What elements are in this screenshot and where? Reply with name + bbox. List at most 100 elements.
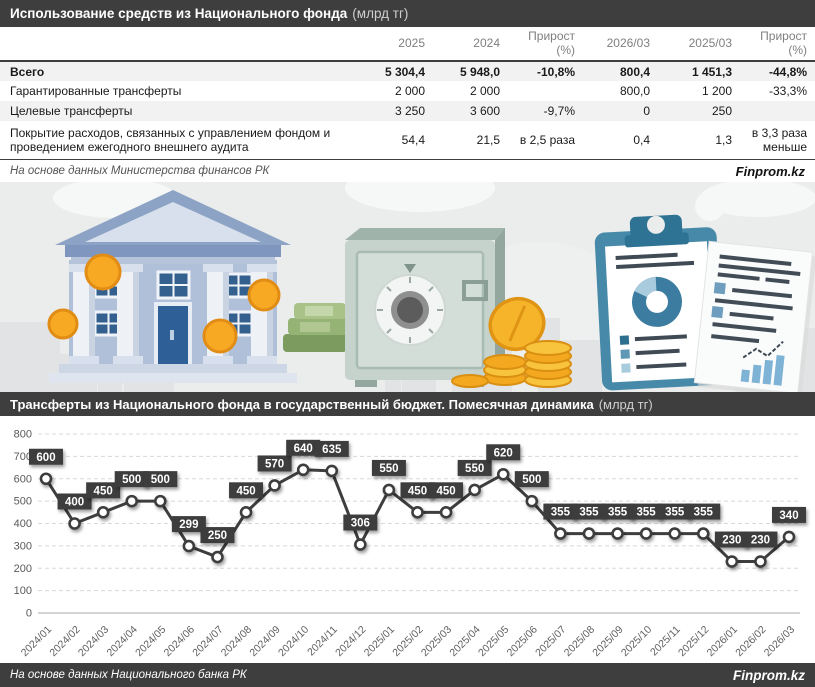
column-header: 2025 [353, 27, 433, 62]
data-point [325, 464, 339, 478]
data-label: 355 [657, 503, 692, 520]
table-source: На основе данных Министерства финансов Р… [10, 165, 270, 177]
svg-text:355: 355 [694, 507, 714, 519]
data-label: 550 [371, 459, 406, 476]
y-axis-tick: 200 [14, 563, 32, 575]
data-label: 600 [29, 448, 63, 465]
brand-logo-footer: Finprom.kz [732, 667, 805, 683]
gold-coins-icon [47, 253, 281, 354]
x-axis-tick: 2026/02 [733, 624, 768, 659]
data-point [96, 506, 110, 519]
svg-text:450: 450 [236, 485, 255, 497]
data-point [125, 494, 139, 508]
x-axis-tick: 2025/07 [533, 624, 568, 659]
row-label: Покрытие расходов, связанных с управлени… [10, 126, 331, 154]
row-value: 5 948,0 [459, 64, 500, 79]
x-axis-tick: 2024/09 [247, 624, 282, 659]
svg-text:250: 250 [208, 530, 227, 542]
data-point [611, 527, 624, 540]
row-value: 0,4 [633, 133, 650, 147]
data-point [525, 494, 539, 508]
row-value: 2 000 [394, 84, 425, 98]
row-value: 2 000 [469, 84, 500, 98]
row-value: 1 200 [701, 84, 732, 98]
row-value: 21,5 [476, 133, 500, 147]
table-source-row: На основе данных Министерства финансов Р… [0, 159, 815, 182]
row-value: 800,4 [619, 64, 650, 79]
data-label: 306 [343, 514, 378, 531]
svg-text:550: 550 [379, 463, 398, 475]
table-row: Всего 5 304,4 5 948,0 -10,8% 800,4 1 451,3 -44… [0, 61, 815, 81]
y-axis-tick: 800 [14, 429, 32, 441]
svg-text:450: 450 [94, 485, 113, 497]
x-axis-tick: 2024/01 [19, 624, 54, 659]
row-value [740, 101, 815, 121]
svg-text:570: 570 [265, 458, 284, 470]
row-value: в 2,5 раза [519, 133, 575, 147]
chart-title: Трансферты из Национального фонда в госу… [10, 396, 594, 412]
x-axis-tick: 2024/08 [219, 624, 254, 659]
svg-text:620: 620 [494, 447, 513, 459]
row-value: -33,3% [768, 84, 807, 98]
data-label: 230 [743, 531, 778, 548]
y-axis-tick: 500 [14, 496, 32, 508]
data-label: 635 [314, 440, 349, 457]
x-axis-tick: 2025/12 [676, 624, 711, 659]
data-point [239, 506, 253, 519]
x-axis-tick: 2025/08 [562, 624, 597, 659]
data-point [154, 494, 167, 508]
x-axis-tick: 2024/12 [333, 624, 368, 659]
funds-usage-table: 2025 2024 Прирост (%) 2026/03 2025/03 Пр… [0, 27, 815, 159]
svg-text:355: 355 [637, 507, 657, 519]
data-point [211, 550, 224, 564]
y-axis-tick: 100 [14, 585, 32, 597]
chart-source: На основе данных Национального банка РК [10, 669, 247, 681]
data-label: 230 [714, 531, 749, 548]
chart-area: 0 100 200 300 400 500 600 700 800 2024/01 2024/02 2… [0, 416, 815, 666]
table-header-row: 2025 2024 Прирост (%) 2026/03 2025/03 Пр… [0, 27, 815, 62]
x-axis-tick: 2024/04 [105, 624, 140, 659]
data-label: 500 [514, 471, 549, 488]
y-axis-tick: 600 [14, 473, 32, 485]
data-label: 500 [114, 471, 149, 488]
data-label: 450 [229, 482, 264, 499]
data-label: 355 [600, 503, 635, 520]
table-row: Целевые трансферты 3 250 3 600 -9,7% 0 250 [0, 101, 815, 121]
illustration-strip [0, 182, 815, 392]
svg-text:299: 299 [179, 519, 198, 531]
data-point [754, 555, 767, 568]
illustration-svg [0, 182, 815, 392]
table-title: Использование средств из Национального ф… [10, 6, 348, 21]
svg-text:340: 340 [779, 510, 798, 522]
data-point [354, 538, 367, 551]
column-header: Прирост (%) [740, 27, 815, 62]
row-value: -44,8% [768, 64, 807, 79]
data-label: 355 [629, 503, 664, 520]
y-axis-tick: 700 [14, 451, 32, 463]
row-value: 3 250 [394, 104, 425, 118]
row-value: 54,4 [401, 133, 425, 147]
data-label: 355 [571, 503, 606, 520]
data-point [296, 463, 310, 477]
x-axis-tick: 2026/01 [705, 624, 740, 659]
data-point [268, 479, 281, 492]
column-header: 2025/03 [658, 27, 740, 62]
x-axis-tick: 2024/10 [276, 624, 311, 659]
row-value: 1,3 [715, 133, 732, 147]
x-axis-tick: 2025/02 [390, 624, 425, 659]
data-point [582, 527, 596, 540]
svg-text:640: 640 [294, 443, 313, 455]
money-stacks-icon [283, 303, 348, 352]
svg-text:500: 500 [522, 474, 541, 486]
clipboard-report-icon [594, 214, 724, 391]
footer-bar: На основе данных Национального банка РК … [0, 663, 815, 687]
x-axis-tick: 2024/07 [190, 624, 225, 659]
data-label: 355 [686, 503, 721, 520]
brand-logo: Finprom.kz [735, 163, 805, 179]
x-axis-tick: 2025/09 [590, 624, 625, 659]
row-label: Гарантированные трансферты [10, 84, 182, 98]
data-point [39, 472, 53, 486]
data-point [782, 530, 796, 544]
data-label: 355 [543, 503, 578, 520]
row-value: 3 600 [469, 104, 500, 118]
